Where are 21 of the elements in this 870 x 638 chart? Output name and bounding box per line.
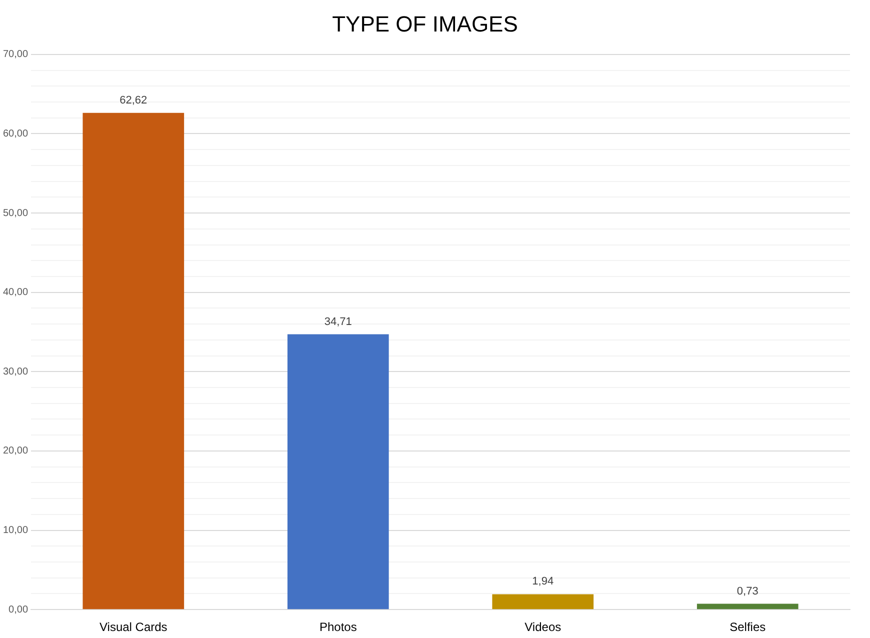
x-tick-label: Videos bbox=[524, 620, 562, 634]
x-tick-label: Visual Cards bbox=[99, 620, 168, 634]
y-tick-label: 30,00 bbox=[2, 366, 28, 378]
y-tick-label: 60,00 bbox=[2, 128, 28, 140]
data-label: 0,73 bbox=[736, 585, 758, 598]
bar bbox=[82, 112, 184, 610]
bar bbox=[696, 604, 798, 610]
y-tick-label: 0,00 bbox=[8, 604, 28, 616]
bar bbox=[492, 594, 594, 610]
y-tick-label: 10,00 bbox=[2, 525, 28, 536]
x-tick-label: Photos bbox=[319, 620, 357, 634]
y-tick-label: 20,00 bbox=[2, 446, 28, 457]
y-tick-label: 40,00 bbox=[2, 287, 28, 298]
x-tick-label: Selfies bbox=[730, 620, 766, 634]
y-tick-label: 50,00 bbox=[2, 208, 28, 219]
y-tick-label: 70,00 bbox=[2, 49, 28, 60]
data-label: 1,94 bbox=[532, 576, 554, 588]
chart-title: TYPE OF IMAGES bbox=[332, 11, 518, 36]
data-label: 62,62 bbox=[120, 94, 148, 106]
bar bbox=[287, 334, 389, 610]
data-label: 34,71 bbox=[324, 316, 352, 328]
